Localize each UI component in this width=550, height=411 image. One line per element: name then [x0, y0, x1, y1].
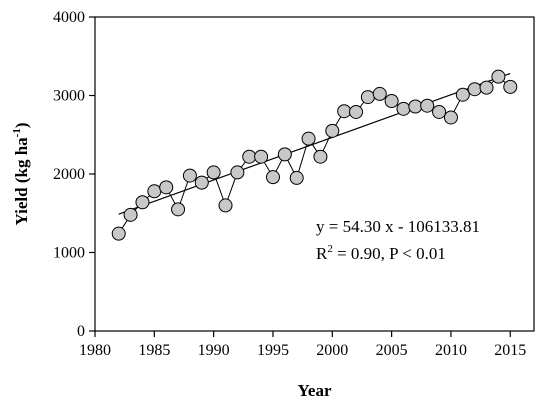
- data-point: [325, 123, 340, 138]
- data-point: [360, 90, 375, 105]
- y-axis-title: Yield (kg ha-1): [11, 122, 31, 225]
- y-tick-label: 3000: [53, 88, 85, 105]
- data-point: [349, 104, 364, 119]
- y-axis-title-close: ): [12, 122, 31, 128]
- y-tick-label: 4000: [53, 9, 85, 26]
- data-point: [479, 80, 494, 95]
- y-axis-title-main: Yield (kg ha: [12, 137, 31, 226]
- x-axis-title: Year: [298, 381, 332, 400]
- data-point: [384, 93, 399, 108]
- data-point: [254, 149, 269, 164]
- data-point: [408, 99, 423, 114]
- data-point: [230, 165, 245, 180]
- data-point: [420, 98, 435, 113]
- y-tick-label: 0: [77, 323, 85, 340]
- data-point: [159, 180, 174, 195]
- data-point: [218, 198, 233, 213]
- data-point: [313, 149, 328, 164]
- plot-frame: [94, 16, 535, 332]
- data-point: [503, 79, 518, 94]
- x-tick-label: 2015: [494, 342, 526, 359]
- data-point: [432, 104, 447, 119]
- data-point: [301, 131, 316, 146]
- data-point: [396, 101, 411, 116]
- data-point: [123, 207, 138, 222]
- x-tick-label: 2005: [376, 342, 408, 359]
- data-point: [265, 170, 280, 185]
- data-point: [242, 149, 257, 164]
- y-tick-label: 2000: [53, 166, 85, 183]
- trendline: [118, 72, 511, 215]
- y-tick-label: 1000: [53, 245, 85, 262]
- x-tick-label: 1990: [198, 342, 230, 359]
- trendline-group: [118, 72, 511, 215]
- data-point: [206, 165, 221, 180]
- data-point: [337, 104, 352, 119]
- r2-prefix: R: [316, 244, 328, 263]
- series-group: [111, 69, 518, 241]
- r2-sup: 2: [327, 243, 333, 255]
- data-point: [111, 226, 126, 241]
- r2-rest: = 0.90, P < 0.01: [333, 244, 446, 263]
- x-tick-label: 1985: [138, 342, 170, 359]
- regression-equation: y = 54.30 x - 106133.81: [316, 217, 480, 236]
- data-point: [372, 86, 387, 101]
- ticks: 1980 1985 1990 1995 2000 2005 2010 2015 0 1000 200…: [53, 9, 526, 359]
- data-point: [277, 147, 292, 162]
- x-tick-label: 1995: [257, 342, 289, 359]
- data-point: [171, 202, 186, 217]
- data-point: [182, 168, 197, 183]
- data-point: [135, 195, 150, 210]
- data-point: [455, 87, 470, 102]
- data-point: [491, 69, 506, 84]
- data-point: [467, 82, 482, 97]
- data-point: [289, 170, 304, 185]
- data-point: [194, 175, 209, 190]
- data-point: [443, 110, 458, 125]
- axes: [94, 16, 535, 332]
- data-point: [147, 184, 162, 199]
- x-tick-label: 2010: [435, 342, 467, 359]
- x-tick-label: 1980: [79, 342, 111, 359]
- y-axis-title-sup: -1: [11, 128, 23, 137]
- r-squared-text: R2 = 0.90, P < 0.01: [316, 243, 446, 263]
- x-tick-label: 2000: [316, 342, 348, 359]
